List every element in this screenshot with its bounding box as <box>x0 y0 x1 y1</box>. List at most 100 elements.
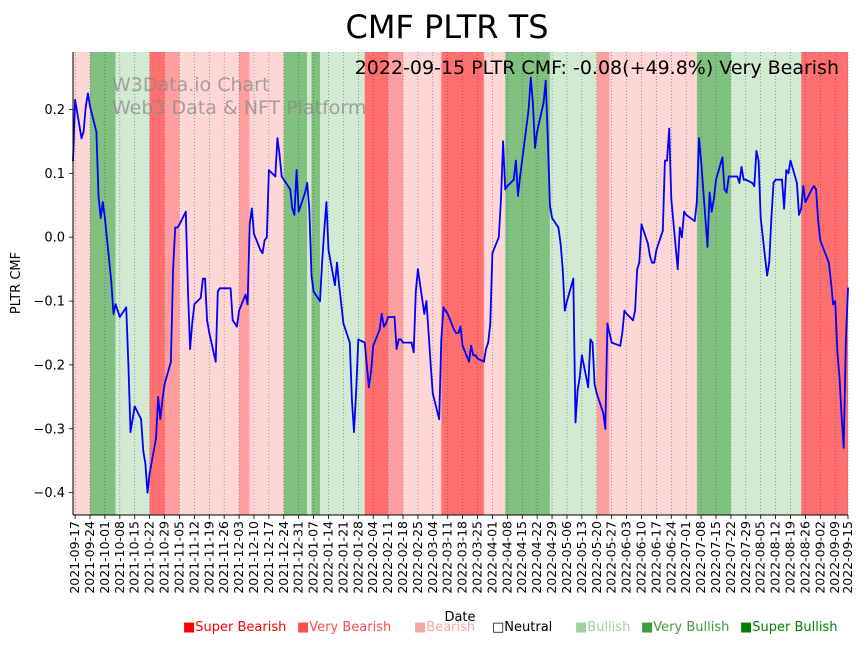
region-very-bearish <box>596 52 610 515</box>
data-point <box>193 303 196 306</box>
data-point <box>155 437 157 440</box>
data-point <box>589 338 592 341</box>
data-point <box>670 198 673 200</box>
data-point <box>796 182 798 184</box>
data-point <box>172 268 175 270</box>
data-point <box>208 332 211 334</box>
data-point <box>502 140 504 143</box>
data-point <box>563 309 566 312</box>
data-point <box>810 188 813 191</box>
data-point <box>110 281 113 283</box>
data-point <box>678 226 681 229</box>
data-point <box>772 182 775 184</box>
region-bullish <box>115 52 150 515</box>
cmf-series-line <box>72 76 849 494</box>
data-point <box>312 290 315 293</box>
data-point <box>236 325 238 328</box>
data-point <box>544 79 547 82</box>
x-axis-ticks: 2021-09-17 2021-09-24 2021-10-01 2021-10-08… <box>67 515 855 594</box>
data-point <box>693 220 696 223</box>
data-point <box>789 159 792 162</box>
data-point <box>683 210 685 213</box>
data-point <box>827 261 830 264</box>
data-point <box>148 472 151 475</box>
data-point <box>338 284 340 286</box>
data-point <box>189 348 192 350</box>
x-tick-label: 2022-01-14 <box>320 521 335 594</box>
data-point <box>591 341 594 344</box>
data-point <box>176 226 179 229</box>
data-point <box>280 175 283 178</box>
data-point <box>742 178 745 181</box>
x-tick-label: 2022-09-02 <box>812 521 827 594</box>
x-tick-label: 2022-07-22 <box>723 521 738 594</box>
data-point <box>830 281 832 283</box>
data-point <box>713 198 715 200</box>
data-point <box>253 233 255 235</box>
data-point <box>214 360 217 363</box>
data-point <box>99 217 102 219</box>
x-tick-label: 2022-05-27 <box>604 521 619 594</box>
data-point <box>278 153 281 156</box>
data-point <box>112 312 115 315</box>
data-point <box>819 239 822 242</box>
region-bearish <box>73 52 91 515</box>
x-tick-label: 2022-04-29 <box>544 521 559 594</box>
x-tick-label: 2022-04-01 <box>484 521 499 594</box>
region-very-bullish <box>696 52 731 515</box>
data-point <box>261 252 264 255</box>
data-point <box>497 236 500 239</box>
data-point <box>668 127 671 130</box>
y-tick-label: 0.1 <box>44 167 65 182</box>
data-point <box>104 217 106 219</box>
data-point <box>357 338 360 341</box>
data-point <box>334 284 336 286</box>
data-point <box>304 191 306 194</box>
x-tick-label: 2022-08-05 <box>753 521 768 594</box>
data-point <box>125 306 128 309</box>
data-point <box>519 175 521 178</box>
data-point <box>216 290 219 293</box>
data-point <box>817 220 820 223</box>
data-point <box>730 175 732 178</box>
data-point <box>578 376 581 379</box>
x-tick-label: 2022-06-24 <box>663 521 678 594</box>
data-point <box>681 236 683 239</box>
x-tick-label: 2022-08-26 <box>797 521 812 594</box>
data-point <box>602 411 605 414</box>
legend-marker: □ <box>492 620 505 635</box>
data-point <box>325 201 328 204</box>
x-tick-label: 2022-05-06 <box>559 521 574 594</box>
data-point <box>634 309 636 312</box>
region-bullish <box>307 52 312 515</box>
data-point <box>640 223 643 226</box>
data-point <box>268 169 270 172</box>
region-bearish <box>249 52 284 515</box>
data-point <box>327 249 330 251</box>
x-tick-label: 2021-12-03 <box>231 521 246 594</box>
data-point <box>368 386 370 389</box>
region-bearish <box>483 52 506 515</box>
y-tick-label: −0.1 <box>33 295 65 310</box>
x-tick-label: 2022-04-22 <box>529 521 544 594</box>
data-point <box>118 316 121 318</box>
data-point <box>353 431 355 433</box>
data-point <box>542 102 545 104</box>
data-point <box>727 175 730 178</box>
x-tick-label: 2021-11-19 <box>201 521 216 594</box>
x-axis-label: Date <box>444 610 475 625</box>
data-point <box>546 137 549 140</box>
data-point <box>774 178 777 181</box>
data-point <box>623 309 626 312</box>
data-point <box>706 245 709 248</box>
x-tick-label: 2022-06-10 <box>633 521 648 594</box>
data-point <box>725 191 728 194</box>
x-tick-label: 2022-08-19 <box>783 521 798 594</box>
data-point <box>378 328 381 331</box>
x-tick-label: 2022-01-07 <box>306 521 321 594</box>
data-point <box>440 338 443 341</box>
data-point <box>397 338 400 341</box>
data-point <box>517 194 519 197</box>
data-point <box>621 332 624 334</box>
data-point <box>231 319 234 322</box>
